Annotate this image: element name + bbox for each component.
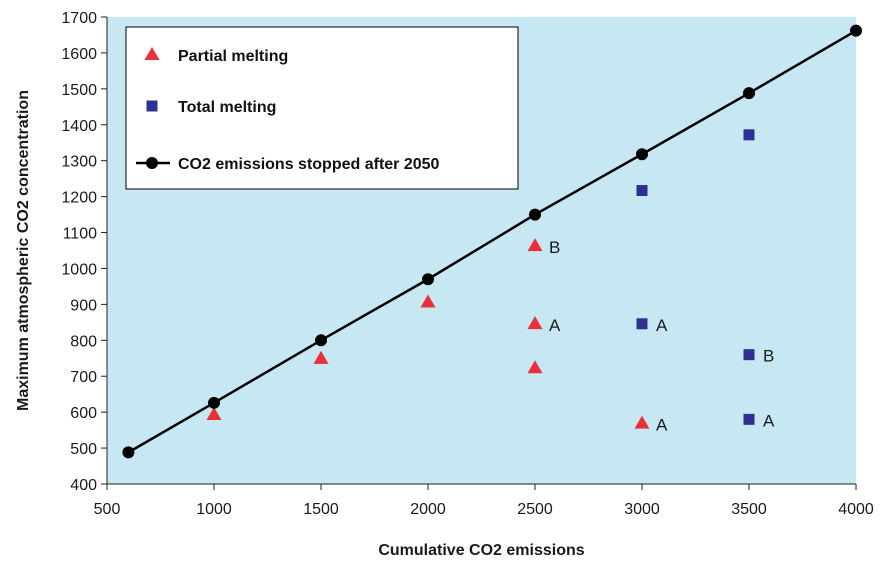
data-point bbox=[313, 350, 329, 364]
y-tick-label: 1000 bbox=[61, 261, 97, 278]
point-annotations: B A A A B A bbox=[549, 238, 775, 434]
legend-label: Partial melting bbox=[178, 48, 288, 65]
data-point bbox=[743, 129, 755, 141]
y-tick-label: 1300 bbox=[61, 154, 97, 171]
data-point bbox=[206, 406, 222, 420]
x-tick-label: 500 bbox=[94, 501, 121, 518]
point-label: A bbox=[763, 411, 775, 430]
x-tick-label: 4000 bbox=[838, 501, 874, 518]
line-point bbox=[529, 208, 541, 221]
line-point bbox=[850, 24, 862, 37]
y-axis-title: Maximum atmospheric CO2 concentration bbox=[15, 90, 32, 411]
y-tick-label: 600 bbox=[70, 405, 97, 422]
legend-box bbox=[125, 26, 519, 190]
axis-ticks: 400 500 600 700 800 900 1000 1100 1200 1300 1400 15… bbox=[61, 10, 873, 518]
y-tick-label: 1600 bbox=[61, 46, 97, 63]
x-tick-label: 2500 bbox=[517, 501, 553, 518]
series-layer bbox=[122, 24, 862, 459]
y-tick-label: 1500 bbox=[61, 82, 97, 99]
y-tick-label: 1400 bbox=[61, 118, 97, 135]
data-point bbox=[527, 316, 543, 330]
y-tick-label: 500 bbox=[70, 441, 97, 458]
x-tick-label: 2000 bbox=[410, 501, 446, 518]
data-point bbox=[634, 415, 650, 429]
data-point bbox=[527, 238, 543, 252]
y-tick-label: 800 bbox=[70, 333, 97, 350]
series-line bbox=[127, 29, 857, 454]
x-tick-label: 1500 bbox=[303, 501, 339, 518]
y-tick-label: 1200 bbox=[61, 190, 97, 207]
legend-label: CO2 emissions stopped after 2050 bbox=[178, 156, 440, 173]
legend-marker bbox=[146, 157, 158, 169]
x-tick-label: 1000 bbox=[196, 501, 232, 518]
line-point bbox=[743, 87, 755, 100]
data-point bbox=[527, 360, 543, 374]
y-tick-label: 700 bbox=[70, 369, 97, 386]
line-point bbox=[636, 148, 648, 161]
line-point bbox=[315, 334, 327, 347]
data-point bbox=[636, 318, 648, 330]
data-point bbox=[743, 413, 755, 425]
point-label: B bbox=[549, 238, 560, 257]
data-point bbox=[636, 185, 648, 197]
y-tick-label: 400 bbox=[70, 477, 97, 494]
x-tick-label: 3000 bbox=[624, 501, 660, 518]
y-tick-label: 900 bbox=[70, 297, 97, 314]
y-tick-label: 1700 bbox=[61, 10, 97, 27]
point-label: B bbox=[763, 347, 774, 366]
point-label: A bbox=[656, 416, 668, 435]
data-point bbox=[420, 294, 436, 308]
line-point bbox=[122, 446, 135, 459]
y-tick-label: 1100 bbox=[63, 226, 98, 243]
point-label: A bbox=[549, 316, 561, 335]
legend-marker bbox=[146, 100, 158, 112]
line-point bbox=[208, 396, 220, 409]
line-point bbox=[422, 273, 434, 286]
legend-label: Total melting bbox=[178, 99, 276, 116]
data-point bbox=[743, 349, 755, 361]
x-tick-label: 3500 bbox=[731, 501, 767, 518]
point-label: A bbox=[656, 316, 668, 335]
legend: Partial melting Total melting CO2 emission… bbox=[125, 26, 519, 190]
legend-marker bbox=[144, 46, 160, 60]
x-axis-title: Cumulative CO2 emissions bbox=[378, 542, 584, 559]
